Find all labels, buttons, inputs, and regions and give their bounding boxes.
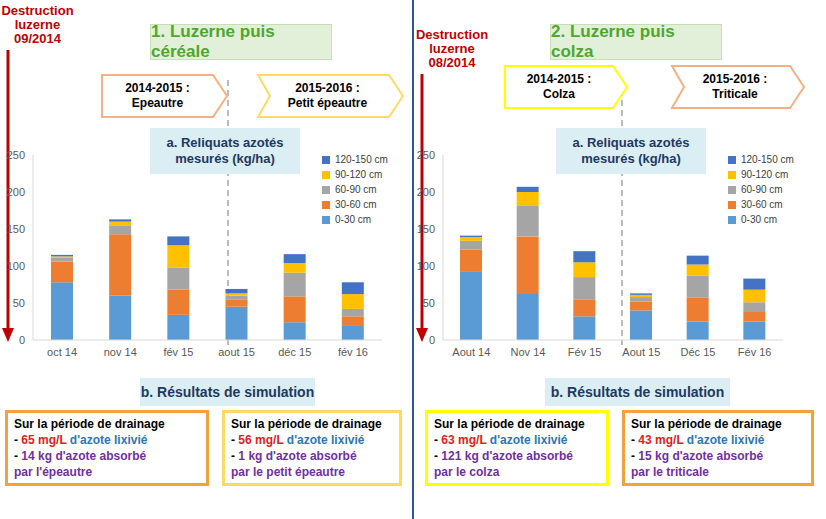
html-text:Sur la période de drainage: Sur la période de drainage <box>434 417 585 431</box>
html-text:Sur la période de drainage: Sur la période de drainage <box>14 417 165 431</box>
svg-text:Aout 14: Aout 14 <box>452 346 490 358</box>
html-text:30-60 cm: 30-60 cm <box>335 199 377 210</box>
html-text:09/2014: 09/2014 <box>14 31 61 46</box>
html-text:0-30 cm: 0-30 cm <box>335 214 372 225</box>
html-text:par le petit épeautre: par le petit épeautre <box>231 465 345 479</box>
html-text:luzerne: luzerne <box>429 41 475 56</box>
svg-text:Fév 16: Fév 16 <box>738 346 772 358</box>
html-text:a. Reliquats azotés mesurés (k: a. Reliquats azotés mesurés (kg/ha) <box>166 135 284 166</box>
svg-text:150: 150 <box>8 223 25 235</box>
html-text:par le colza: par le colza <box>434 465 500 479</box>
svg-text:nov 14: nov 14 <box>104 346 137 358</box>
html-text:Destruction: Destruction <box>415 27 489 42</box>
html-text:- 63 mg/L d'azote lixivié: - 63 mg/L d'azote lixivié <box>434 433 568 447</box>
html-text:a. Reliquats azotés mesurés (k: a. Reliquats azotés mesurés (kg/ha) <box>572 135 690 166</box>
html-text:08/2014: 08/2014 <box>428 55 476 70</box>
svg-text:déc 15: déc 15 <box>278 346 311 358</box>
svg-text:50: 50 <box>423 297 435 309</box>
svg-text:Nov 14: Nov 14 <box>511 346 546 358</box>
html-text:120-150 cm: 120-150 cm <box>335 154 388 165</box>
svg-text:100: 100 <box>417 260 435 272</box>
html-text:30-60 cm: 30-60 cm <box>741 199 783 210</box>
html-text:2014-2015 :: 2014-2015 : <box>526 72 592 86</box>
svg-text:fév 16: fév 16 <box>338 346 368 358</box>
html-text:par l'épeautre: par l'épeautre <box>14 465 93 479</box>
html-text:- 121 kg d'azote absorbé: - 121 kg d'azote absorbé <box>434 449 573 463</box>
html-text:- 15 kg d'azote absorbé: - 15 kg d'azote absorbé <box>631 449 764 463</box>
html-text:par le triticale: par le triticale <box>631 465 709 479</box>
svg-text:100: 100 <box>8 260 25 272</box>
html-text:2. Luzerne puis colza: 2. Luzerne puis colza <box>551 22 675 61</box>
html-text:60-90 cm: 60-90 cm <box>335 184 377 195</box>
html-text:2015-2016 :: 2015-2016 : <box>295 81 360 95</box>
html-text:60-90 cm: 60-90 cm <box>741 184 783 195</box>
html-text:Sur la période de drainage: Sur la période de drainage <box>231 417 382 431</box>
svg-text:fév 15: fév 15 <box>163 346 193 358</box>
svg-text:200: 200 <box>8 186 25 198</box>
html-text:Triticale: Triticale <box>712 87 758 101</box>
svg-text:Fév 15: Fév 15 <box>568 346 602 358</box>
svg-text:Aout 15: Aout 15 <box>622 346 660 358</box>
html-text:- 56 mg/L d'azote lixivié: - 56 mg/L d'azote lixivié <box>231 433 365 447</box>
html-text:2015-2016 :: 2015-2016 : <box>702 72 768 86</box>
html-text:- 65 mg/L d'azote lixivié: - 65 mg/L d'azote lixivié <box>14 433 148 447</box>
html-text:Petit épeautre: Petit épeautre <box>287 96 368 110</box>
html-text:1. Luzerne puis céréale: 1. Luzerne puis céréale <box>151 22 275 61</box>
html-text:90-120 cm: 90-120 cm <box>741 169 789 180</box>
html-text:b. Résultats de simulation: b. Résultats de simulation <box>140 384 315 400</box>
html-text:120-150 cm: 120-150 cm <box>741 154 794 165</box>
svg-text:250: 250 <box>8 149 25 161</box>
html-text:- 43 mg/L d'azote lixivié: - 43 mg/L d'azote lixivié <box>631 433 765 447</box>
svg-text:250: 250 <box>417 149 435 161</box>
html-text:luzerne: luzerne <box>14 17 61 32</box>
html-text:Sur la période de drainage: Sur la période de drainage <box>631 417 782 431</box>
html-text:- 1 kg d'azote absorbé: - 1 kg d'azote absorbé <box>231 449 357 463</box>
svg-text:150: 150 <box>417 223 435 235</box>
svg-text:0: 0 <box>429 334 435 346</box>
svg-text:oct 14: oct 14 <box>47 346 77 358</box>
html-text:- 14 kg d'azote absorbé: - 14 kg d'azote absorbé <box>14 449 147 463</box>
svg-text:0: 0 <box>19 334 25 346</box>
html-text:0-30 cm: 0-30 cm <box>741 214 778 225</box>
html-text:b. Résultats de simulation: b. Résultats de simulation <box>550 384 725 400</box>
svg-text:200: 200 <box>417 186 435 198</box>
svg-text:50: 50 <box>13 297 25 309</box>
html-text:Colza: Colza <box>543 87 575 101</box>
html-text:Epeautre: Epeautre <box>131 96 184 110</box>
html-text:Destruction: Destruction <box>1 3 74 18</box>
svg-text:aout 15: aout 15 <box>218 346 255 358</box>
html-text:2014-2015 :: 2014-2015 : <box>125 81 190 95</box>
html-text:90-120 cm: 90-120 cm <box>335 169 383 180</box>
svg-text:Déc 15: Déc 15 <box>681 346 716 358</box>
